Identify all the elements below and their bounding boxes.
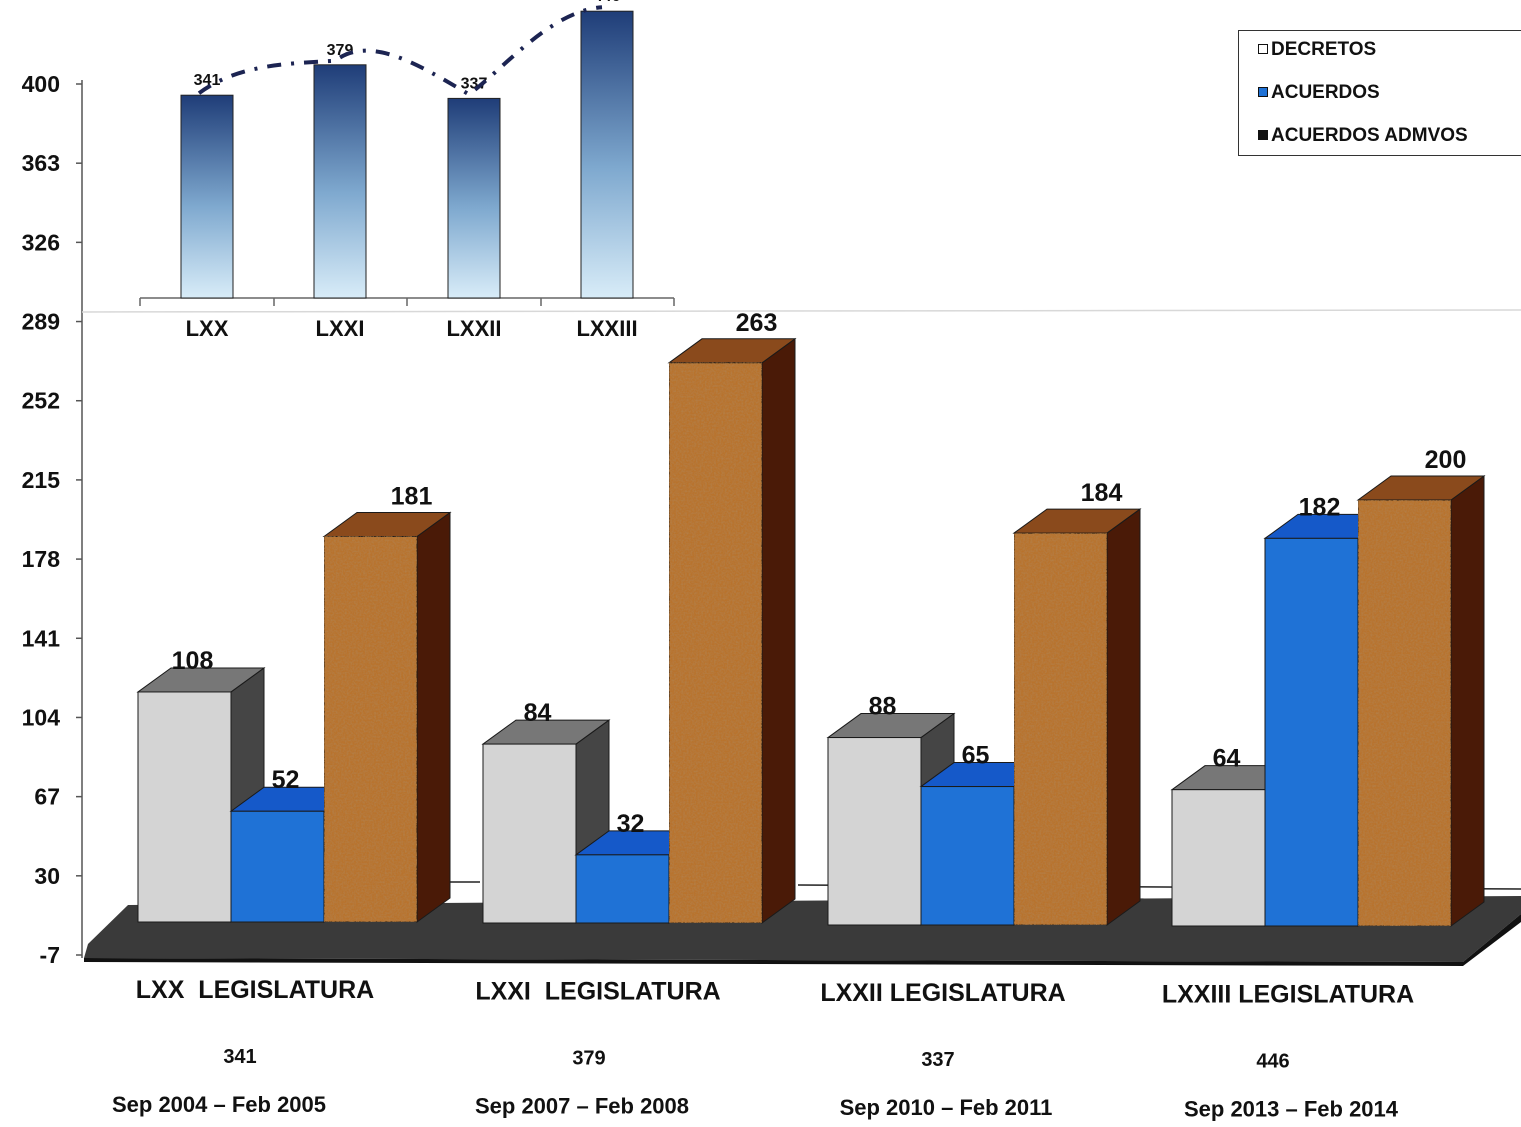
bar-front-face (230, 810, 325, 923)
bar-value-label: 184 (1081, 479, 1123, 507)
y-tick-label: 289 (22, 309, 60, 335)
y-tick-label: 326 (22, 229, 60, 255)
floor-slab (84, 896, 1521, 962)
total-label: 446 (1256, 1051, 1289, 1073)
bar-front-face (1357, 499, 1452, 927)
y-tick-label: 252 (22, 388, 60, 414)
inset-bar-value: 446 (594, 0, 621, 5)
category-label-lxxi-legislatura: LXXI LEGISLATURA (475, 978, 720, 1006)
period-label: Sep 2007 – Feb 2008 (475, 1094, 689, 1119)
bar-front-face (482, 743, 577, 924)
divider-line (81, 309, 1521, 313)
bar-front-face (575, 854, 670, 924)
chart-floor (84, 881, 1521, 966)
legend-label-acuerdos: ACUERDOS (1271, 82, 1380, 103)
main-bars: 108 84 88 64 52 32 65 182 181 263 184 200 (136, 309, 1486, 927)
bar-side-face (1450, 475, 1485, 927)
inset-category-label: LXXI (316, 316, 365, 341)
bar-value-label: 52 (272, 766, 300, 794)
legend-label-decretos: DECRETOS (1271, 39, 1377, 60)
legend-swatch-acuerdos-admvos (1258, 130, 1268, 140)
category-label-lxx-legislatura: LXX LEGISLATURA (136, 976, 374, 1004)
bar-side-face (416, 511, 451, 923)
legend-item-decretos: DECRETOS (1258, 39, 1377, 61)
bar-value-label: 181 (391, 482, 433, 510)
inset-category-label: LXXIII (576, 316, 637, 341)
category-label-lxxiii-legislatura: LXXIII LEGISLATURA (1162, 981, 1414, 1009)
inset-trend-line (197, 5, 603, 97)
y-tick-label: 104 (22, 704, 61, 730)
axes: 400 363 326 289 252 215 178 141 104 67 30 -7 (22, 71, 1521, 968)
period-label: Sep 2010 – Feb 2011 (840, 1095, 1053, 1120)
inset-bar-lxxiii (580, 10, 634, 299)
inset-category-label: LXX (186, 316, 229, 341)
category-labels: LXX LEGISLATURA LXXI LEGISLATURA LXXII LEG… (112, 976, 1414, 1122)
bar-side-face (1106, 508, 1141, 926)
total-label: 379 (572, 1048, 605, 1070)
total-label: 337 (921, 1049, 954, 1071)
bar-acuerdos-admvos-lxxii-legislatura (1012, 508, 1142, 926)
category-label-lxxii-legislatura: LXXII LEGISLATURA (820, 979, 1065, 1007)
bar-value-label: 64 (1213, 745, 1241, 773)
y-tick-label: 178 (22, 546, 61, 572)
inset-bar-value: 341 (194, 72, 221, 89)
bar-front-face (668, 362, 763, 924)
bar-side-face (761, 337, 796, 924)
legend-label-acuerdos-admvos: ACUERDOS ADMVOS (1271, 125, 1468, 146)
bar-acuerdos-admvos-lxxiii-legislatura (1356, 475, 1486, 927)
legend: DECRETOS ACUERDOS ACUERDOS ADMVOS (1238, 30, 1521, 156)
legend-swatch-decretos (1258, 44, 1268, 54)
bar-value-label: 182 (1299, 493, 1341, 521)
legend-item-acuerdos: ACUERDOS (1258, 82, 1380, 104)
bar-front-face (1171, 789, 1266, 927)
bar-value-label: 200 (1425, 446, 1467, 474)
bar-value-label: 84 (524, 699, 552, 727)
bar-front-face (323, 535, 418, 923)
period-label: Sep 2004 – Feb 2005 (112, 1092, 326, 1117)
bar-value-label: 65 (962, 742, 990, 770)
total-label: 341 (223, 1046, 256, 1068)
period-label: Sep 2013 – Feb 2014 (1184, 1097, 1399, 1122)
floor-front-edge (84, 958, 1463, 966)
y-tick-label: 141 (22, 625, 61, 651)
inset-bar-lxx (180, 94, 234, 299)
inset-bar-lxxii (447, 97, 501, 299)
inset-bar-lxxi (313, 64, 367, 299)
inset-chart: 341LXX379LXXI337LXXII446LXXIII (139, 0, 675, 341)
bar-value-label: 88 (869, 693, 897, 721)
floor-side-edge (1463, 914, 1521, 966)
bar-value-label: 108 (172, 647, 214, 675)
bar-value-label: 32 (617, 810, 645, 838)
y-tick-label: 215 (22, 467, 61, 493)
bar-front-face (920, 786, 1015, 926)
bar-front-face (827, 737, 922, 926)
bar-front-face (137, 691, 232, 923)
bar-front-face (1013, 532, 1108, 926)
bar-acuerdos-admvos-lxxi-legislatura (667, 337, 797, 924)
bar-acuerdos-admvos-lxx-legislatura (322, 511, 452, 923)
legend-swatch-acuerdos (1258, 87, 1268, 97)
bar-value-label: 263 (736, 309, 778, 337)
y-tick-label: 30 (34, 863, 60, 889)
bar-front-face (1264, 537, 1359, 927)
inset-category-label: LXXII (446, 316, 501, 341)
inset-bar-value: 337 (461, 75, 488, 92)
y-tick-label: 400 (22, 71, 60, 97)
legend-item-acuerdos-admvos: ACUERDOS ADMVOS (1258, 125, 1468, 147)
y-tick-label: -7 (40, 942, 60, 968)
y-tick-label: 363 (22, 150, 60, 176)
y-tick-label: 67 (34, 784, 60, 810)
